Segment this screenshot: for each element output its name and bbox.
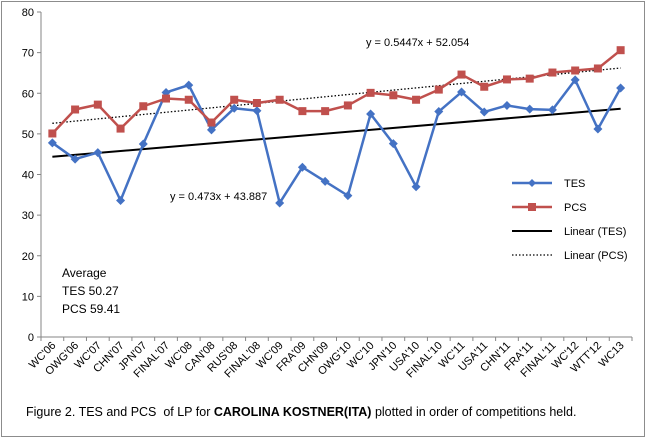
y-tick-label: 40 [22, 170, 34, 182]
pcs-point [502, 75, 511, 84]
average-heading: Average [62, 266, 107, 280]
pcs-point [525, 74, 534, 83]
tes-point [116, 196, 126, 205]
figure-caption: Figure 2. TES and PCS of LP for CAROLINA… [26, 405, 576, 419]
pcs-point [230, 95, 239, 104]
series-layer [47, 46, 626, 208]
tes-point [434, 107, 444, 117]
tes-point [479, 107, 489, 117]
y-tick-label: 30 [22, 210, 34, 222]
pcs-point [434, 85, 443, 94]
tes-series-line [51, 78, 622, 205]
caption-suffix: plotted in order of competitions held. [371, 405, 576, 419]
pcs-point [616, 46, 625, 55]
pcs-point [93, 100, 102, 109]
tes-point [138, 139, 148, 149]
pcs-point [48, 129, 57, 138]
pcs-point [321, 107, 330, 116]
tes-point [525, 104, 535, 114]
pcs-trendline [52, 67, 621, 124]
tes-trend-equation: y = 0.473x + 43.887 [170, 191, 267, 203]
tes-point [184, 80, 194, 90]
y-tick-label: 0 [28, 332, 34, 344]
legend-pcs-marker [528, 203, 536, 211]
tes-point [502, 100, 512, 110]
tes-point [593, 124, 603, 134]
x-ticks: WC'06OWG'06WC'07CHN'07JPN'07FINAL'07WC'0… [27, 337, 633, 380]
pcs-point [366, 88, 375, 97]
y-tick-label: 60 [22, 88, 34, 100]
tes-point [366, 109, 376, 119]
legend-linear-pcs-label: Linear (PCS) [564, 250, 628, 262]
tes-point [70, 154, 80, 164]
pcs-point [252, 99, 261, 107]
pcs-point [480, 82, 489, 91]
pcs-point [343, 101, 352, 110]
pcs-point [139, 102, 148, 111]
legend: TES PCS Linear (TES) Linear (PCS) [512, 178, 628, 262]
pcs-trend-equation: y = 0.5447x + 52.054 [366, 37, 469, 49]
legend-tes-label: TES [564, 178, 585, 190]
pcs-point [116, 124, 125, 133]
pcs-point [548, 68, 557, 77]
pcs-point [412, 95, 421, 104]
average-pcs: PCS 59.41 [62, 302, 120, 316]
x-tick-label: WC13 [597, 340, 627, 370]
tes-point [320, 176, 330, 186]
average-tes: TES 50.27 [62, 284, 119, 298]
y-tick-label: 20 [22, 251, 34, 263]
y-tick-label: 80 [22, 7, 34, 19]
average-annotation: Average TES 50.27 PCS 59.41 [62, 266, 120, 316]
legend-pcs-label: PCS [564, 202, 587, 214]
pcs-point [162, 94, 171, 103]
y-tick-label: 10 [22, 291, 34, 303]
axes [40, 12, 632, 338]
pcs-point [571, 66, 580, 75]
pcs-point [593, 64, 602, 73]
tes-point [457, 87, 467, 97]
tes-point [570, 75, 580, 85]
y-ticks: 0 10 20 30 40 50 60 70 80 [22, 7, 41, 344]
tes-point [388, 139, 398, 149]
pcs-point [389, 91, 398, 100]
caption-athlete: CAROLINA KOSTNER(ITA) [214, 405, 372, 419]
tes-point [411, 182, 421, 192]
y-tick-label: 70 [22, 48, 34, 60]
pcs-point [184, 95, 193, 104]
pcs-point [298, 107, 307, 116]
y-tick-label: 50 [22, 129, 34, 141]
tes-point [616, 83, 626, 93]
tes-point [229, 103, 239, 113]
tes-trendline [52, 107, 621, 158]
tes-point [252, 106, 262, 116]
pcs-point [207, 118, 216, 127]
caption-prefix: Figure 2. TES and PCS of LP for [26, 405, 214, 419]
tes-point [206, 125, 216, 135]
tes-point [47, 138, 57, 148]
pcs-point [275, 95, 284, 104]
pcs-point [71, 105, 80, 114]
trendlines [52, 67, 621, 158]
tes-point [93, 148, 103, 158]
tes-point [297, 162, 307, 172]
legend-linear-tes-label: Linear (TES) [564, 226, 626, 238]
pcs-point [457, 70, 466, 79]
tes-point [275, 198, 285, 208]
tes-point [343, 191, 353, 201]
legend-tes-marker [528, 179, 536, 187]
tes-point [547, 105, 557, 115]
pcs-series-line [51, 49, 622, 135]
